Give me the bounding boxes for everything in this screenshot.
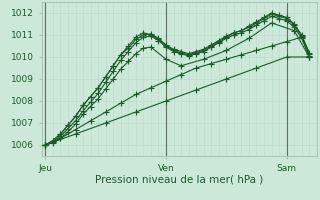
X-axis label: Pression niveau de la mer( hPa ): Pression niveau de la mer( hPa ) [95,174,263,184]
